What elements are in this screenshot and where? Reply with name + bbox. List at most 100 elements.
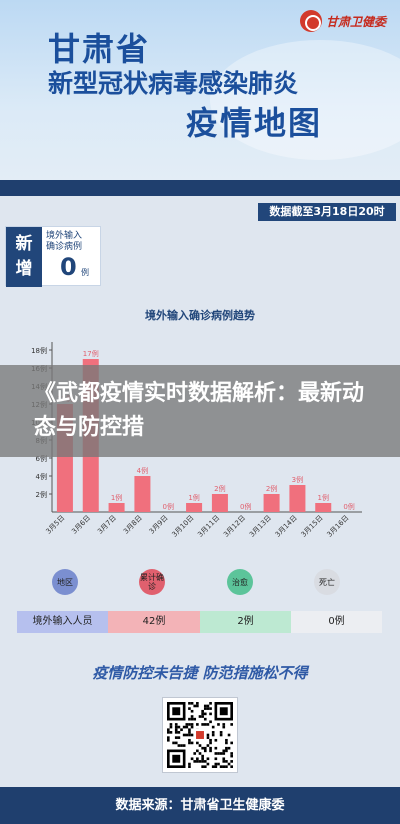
qr-module — [206, 757, 210, 761]
qr-module — [214, 752, 218, 755]
qr-module — [169, 723, 173, 726]
bar — [211, 494, 228, 512]
qr-module — [177, 736, 181, 739]
qr-module — [174, 723, 178, 726]
qr-module — [188, 738, 191, 742]
bar-data-label: 1例 — [111, 493, 122, 502]
qr-module — [174, 725, 178, 729]
qr-module — [209, 720, 212, 724]
qr-module — [225, 741, 228, 745]
qr-module — [190, 723, 194, 726]
qr-module — [201, 765, 204, 768]
qr-module — [196, 760, 199, 763]
legend-item-deaths: 死亡 — [314, 569, 340, 595]
qr-module — [222, 765, 226, 768]
qr-module — [201, 746, 204, 750]
qr-module — [196, 749, 199, 753]
qr-module — [206, 744, 210, 747]
qr-module — [190, 715, 194, 718]
qr-module — [167, 728, 170, 732]
legend-item-confirmed: 累计确诊 — [139, 569, 165, 595]
qr-module — [182, 733, 186, 737]
qr-module — [198, 752, 202, 755]
qr-module — [219, 731, 223, 734]
qr-module — [169, 731, 173, 734]
bar-data-label: 2例 — [266, 484, 277, 493]
logo: 甘肃卫健委 — [299, 10, 386, 32]
qr-module — [190, 709, 194, 713]
bar — [186, 503, 203, 512]
qr-module — [201, 760, 204, 763]
qr-module — [214, 738, 218, 742]
qr-module — [222, 749, 226, 753]
bar — [315, 503, 332, 512]
x-tick-label: 3月7日 — [96, 514, 118, 536]
qr-module — [206, 704, 210, 708]
y-tick-label: 18例 — [31, 346, 47, 355]
qr-module — [217, 723, 220, 726]
legend-circle-cured: 治愈 — [227, 569, 253, 595]
qr-module — [230, 723, 233, 726]
qr-module — [177, 744, 181, 747]
qr-module — [214, 757, 218, 761]
qr-code[interactable] — [162, 697, 238, 773]
qr-module — [188, 728, 191, 732]
qr-module — [230, 760, 233, 763]
overlay-headline[interactable]: 《武都疫情实时数据解析：最新动态与防控措 — [34, 381, 365, 440]
qr-module — [230, 765, 233, 768]
qr-module — [203, 712, 207, 716]
bar-data-label: 1例 — [318, 493, 329, 502]
qr-module — [198, 744, 202, 747]
x-tick-label: 3月16日 — [325, 514, 350, 539]
qr-module — [172, 754, 181, 763]
qr-module — [206, 736, 210, 739]
data-source-footer: 数据来源：甘肃省卫生健康委 — [0, 787, 400, 824]
qr-module — [177, 731, 181, 734]
qr-module — [174, 731, 178, 734]
qr-module — [188, 707, 191, 710]
qr-module — [203, 707, 207, 710]
qr-module — [193, 752, 197, 755]
qr-module — [201, 754, 204, 758]
qr-module — [196, 731, 204, 739]
bar-data-label: 0例 — [163, 502, 174, 511]
y-tick-label: 4例 — [36, 472, 47, 481]
qr-module — [190, 725, 194, 729]
qr-module — [209, 738, 212, 742]
qr-module — [201, 715, 204, 718]
qr-module — [188, 717, 191, 721]
new-tag-line1: 新 — [15, 234, 33, 254]
qr-module — [214, 746, 218, 750]
qr-module — [225, 765, 228, 768]
qr-module — [209, 741, 212, 745]
bar-data-label: 4例 — [137, 466, 148, 475]
new-cases-label-line1: 境外输入 — [46, 231, 83, 241]
qr-module — [222, 760, 226, 763]
x-tick-label: 3月8日 — [122, 514, 144, 536]
qr-module — [209, 712, 212, 716]
qr-module — [214, 762, 218, 766]
bar — [134, 476, 151, 512]
qr-module — [203, 760, 207, 763]
qr-module — [201, 709, 204, 713]
qr-module — [188, 723, 191, 726]
new-cases-tag: 新 增 — [6, 227, 42, 287]
bar-data-label: 17例 — [83, 349, 99, 358]
qr-module — [193, 760, 197, 763]
bar-data-label: 0例 — [343, 502, 354, 511]
qr-module — [217, 752, 220, 755]
x-tick-label: 3月11日 — [196, 514, 221, 539]
qr-module — [190, 733, 194, 737]
qr-module — [219, 707, 228, 716]
qr-module — [227, 746, 231, 750]
qr-module — [206, 733, 210, 737]
qr-module — [219, 733, 223, 737]
divider-band — [0, 180, 400, 196]
qr-module — [211, 731, 215, 734]
headline-overlay — [0, 365, 400, 457]
summary-cured: 2例 — [200, 611, 291, 633]
logo-icon — [299, 10, 322, 32]
x-tick-label: 3月5日 — [44, 514, 66, 536]
qr-module — [230, 754, 233, 758]
bar-data-label: 0例 — [240, 502, 251, 511]
